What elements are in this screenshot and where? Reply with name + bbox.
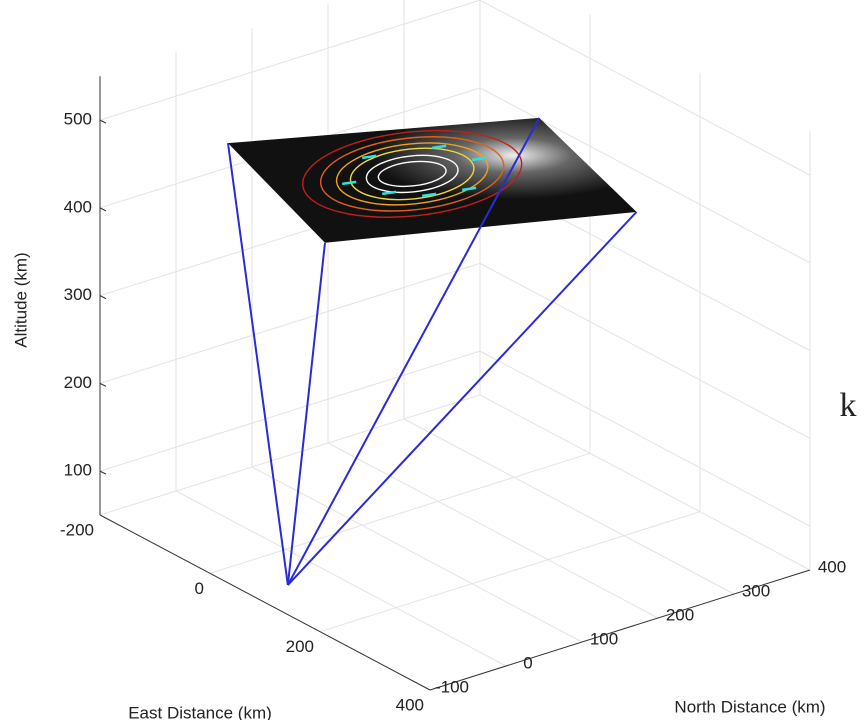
y-tick-label: -100 xyxy=(435,677,469,696)
y-tick-label: 200 xyxy=(666,605,694,624)
axes-box xyxy=(100,0,810,690)
y-tick-label: 100 xyxy=(590,629,618,648)
x-tick-label: 400 xyxy=(396,695,424,714)
grid-line xyxy=(176,491,506,666)
y-tick-label: 0 xyxy=(523,653,532,672)
y-tick-label: 400 xyxy=(818,557,846,576)
x-tick-label: -200 xyxy=(60,520,94,539)
grid-line xyxy=(100,351,480,471)
z-tick-label: 500 xyxy=(64,110,92,129)
y-axis-label: North Distance (km) xyxy=(674,697,825,716)
grid-line xyxy=(210,453,590,573)
x-axis-label: East Distance (km) xyxy=(128,703,272,720)
z-tick-label: 100 xyxy=(64,461,92,480)
z-tick-label: 200 xyxy=(64,373,92,392)
sight-line xyxy=(228,143,288,585)
grid-line xyxy=(480,263,810,438)
sight-line xyxy=(288,243,325,585)
grid-line xyxy=(252,467,582,642)
page: {"chart_data": {"type": "line3d", "xlabe… xyxy=(0,0,865,720)
z-tick-label: 300 xyxy=(64,285,92,304)
tick-mark xyxy=(100,120,106,123)
z-axis-label: Altitude (km) xyxy=(11,252,30,347)
annotation: k xyxy=(840,387,857,424)
grid-line xyxy=(480,395,810,570)
tick-mark xyxy=(100,383,106,386)
x-tick-label: 200 xyxy=(286,637,314,656)
plot-area xyxy=(228,118,637,585)
grid-line xyxy=(404,419,734,594)
z-tick-label: 400 xyxy=(64,197,92,216)
grid-line xyxy=(320,512,700,632)
y-tick-label: 300 xyxy=(742,581,770,600)
tick-mark xyxy=(100,208,106,211)
tick-mark xyxy=(100,296,106,299)
sight-line xyxy=(288,212,637,585)
grid-line xyxy=(100,263,480,383)
grid-line xyxy=(100,395,480,515)
axis-line xyxy=(100,515,430,690)
grid-line xyxy=(328,443,658,618)
chart: Altitude (km) East Distance (km) North D… xyxy=(0,0,865,720)
grid-line xyxy=(100,0,480,120)
tick-mark xyxy=(100,471,106,474)
x-tick-label: 0 xyxy=(195,579,204,598)
grid-line xyxy=(480,351,810,526)
